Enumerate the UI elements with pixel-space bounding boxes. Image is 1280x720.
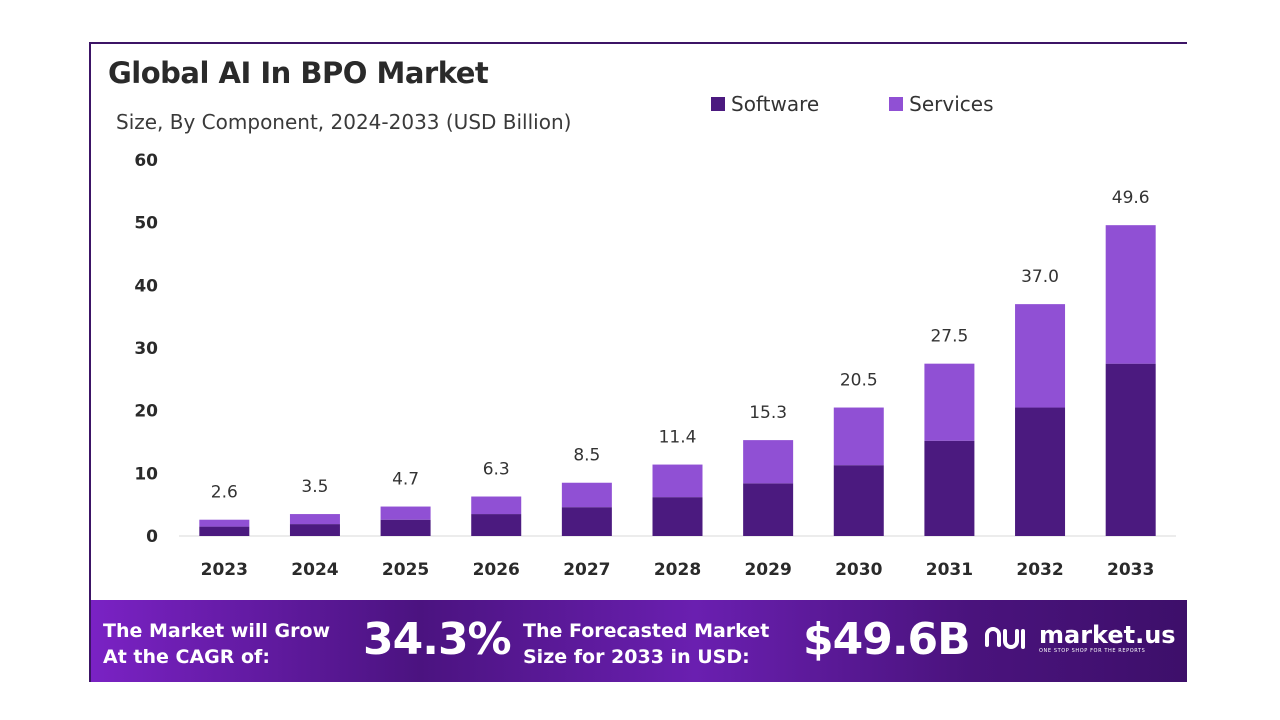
x-tick-label-2027: 2027 <box>563 560 610 580</box>
bar-services-2025 <box>380 506 431 520</box>
legend-swatch-services <box>889 97 904 111</box>
y-tick-label: 30 <box>134 339 158 359</box>
bar-software-2025 <box>380 519 431 536</box>
bar-software-2029 <box>743 483 794 536</box>
cagr-caption-line2: At the CAGR of: <box>103 646 270 668</box>
brand-text: market.us ONE STOP SHOP FOR THE REPORTS <box>1039 622 1176 654</box>
bar-software-2027 <box>561 507 612 536</box>
data-label-2032: 37.0 <box>1021 267 1059 287</box>
y-tick-label: 20 <box>134 402 158 422</box>
data-label-2025: 4.7 <box>392 470 419 490</box>
x-tick-label-2023: 2023 <box>201 560 248 580</box>
data-label-2030: 20.5 <box>840 371 878 391</box>
bar-services-2032 <box>1015 304 1066 408</box>
chart-title: Global AI In BPO Market <box>108 56 489 90</box>
cagr-value: 34.3% <box>363 614 512 665</box>
legend-label-software: Software <box>731 92 820 116</box>
y-tick-label: 0 <box>146 527 158 547</box>
bar-software-2026 <box>471 514 522 536</box>
forecast-caption: The Forecasted Market Size for 2033 in U… <box>523 618 769 670</box>
forecast-caption-line2: Size for 2033 in USD: <box>523 646 750 668</box>
legend-swatch-software <box>711 97 725 111</box>
bar-software-2032 <box>1015 407 1066 536</box>
x-tick-label-2029: 2029 <box>744 560 791 580</box>
data-label-2024: 3.5 <box>301 477 328 497</box>
data-label-2031: 27.5 <box>930 327 968 347</box>
y-tick-label: 50 <box>134 214 158 234</box>
legend-label-services: Services <box>909 92 994 116</box>
bar-services-2023 <box>199 519 250 527</box>
brand-mark-icon <box>985 627 1025 649</box>
data-label-2028: 11.4 <box>659 428 697 448</box>
brand-name: market.us <box>1039 621 1176 649</box>
bar-software-2028 <box>652 497 703 536</box>
bar-services-2033 <box>1105 225 1156 364</box>
x-tick-label-2030: 2030 <box>835 560 882 580</box>
x-tick-label-2033: 2033 <box>1107 560 1154 580</box>
forecast-caption-line1: The Forecasted Market <box>523 620 770 642</box>
x-tick-label-2025: 2025 <box>382 560 429 580</box>
chart-subtitle: Size, By Component, 2024-2033 (USD Billi… <box>116 110 572 134</box>
data-label-2023: 2.6 <box>211 483 238 503</box>
bar-services-2030 <box>833 407 884 466</box>
bar-software-2024 <box>289 524 340 536</box>
x-tick-label-2028: 2028 <box>654 560 701 580</box>
data-label-2029: 15.3 <box>749 403 787 423</box>
cagr-caption: The Market will Grow At the CAGR of: <box>103 618 330 670</box>
forecast-value: $49.6B <box>803 614 971 665</box>
y-tick-label: 60 <box>134 151 158 171</box>
x-tick-label-2024: 2024 <box>291 560 338 580</box>
bar-services-2028 <box>652 464 703 498</box>
x-tick-label-2031: 2031 <box>926 560 973 580</box>
data-label-2026: 6.3 <box>483 460 510 480</box>
y-tick-label: 40 <box>134 276 158 296</box>
y-tick-label: 10 <box>134 464 158 484</box>
bar-software-2033 <box>1105 363 1156 536</box>
bar-services-2024 <box>289 514 340 525</box>
legend-item-services: Services <box>889 92 994 116</box>
chart-legend: Software Services <box>711 92 994 116</box>
bar-software-2023 <box>199 526 250 536</box>
bar-software-2030 <box>833 465 884 536</box>
chart-card: Global AI In BPO Market Size, By Compone… <box>89 42 1187 682</box>
x-tick-label-2026: 2026 <box>473 560 520 580</box>
bar-chart: 01020304050602.620233.520244.720256.3202… <box>134 151 1176 580</box>
bar-services-2027 <box>561 482 612 508</box>
x-tick-label-2032: 2032 <box>1016 560 1063 580</box>
bar-software-2031 <box>924 440 975 536</box>
legend-item-software: Software <box>711 92 819 116</box>
data-label-2033: 49.6 <box>1112 188 1150 208</box>
bar-services-2029 <box>743 440 794 484</box>
brand-logo: market.us ONE STOP SHOP FOR THE REPORTS <box>983 622 1176 654</box>
summary-banner: The Market will Grow At the CAGR of: 34.… <box>91 600 1187 682</box>
bar-services-2026 <box>471 496 522 515</box>
brand-tagline: ONE STOP SHOP FOR THE REPORTS <box>1039 648 1146 654</box>
cagr-caption-line1: The Market will Grow <box>103 620 331 642</box>
data-label-2027: 8.5 <box>573 446 600 466</box>
bar-services-2031 <box>924 363 975 441</box>
